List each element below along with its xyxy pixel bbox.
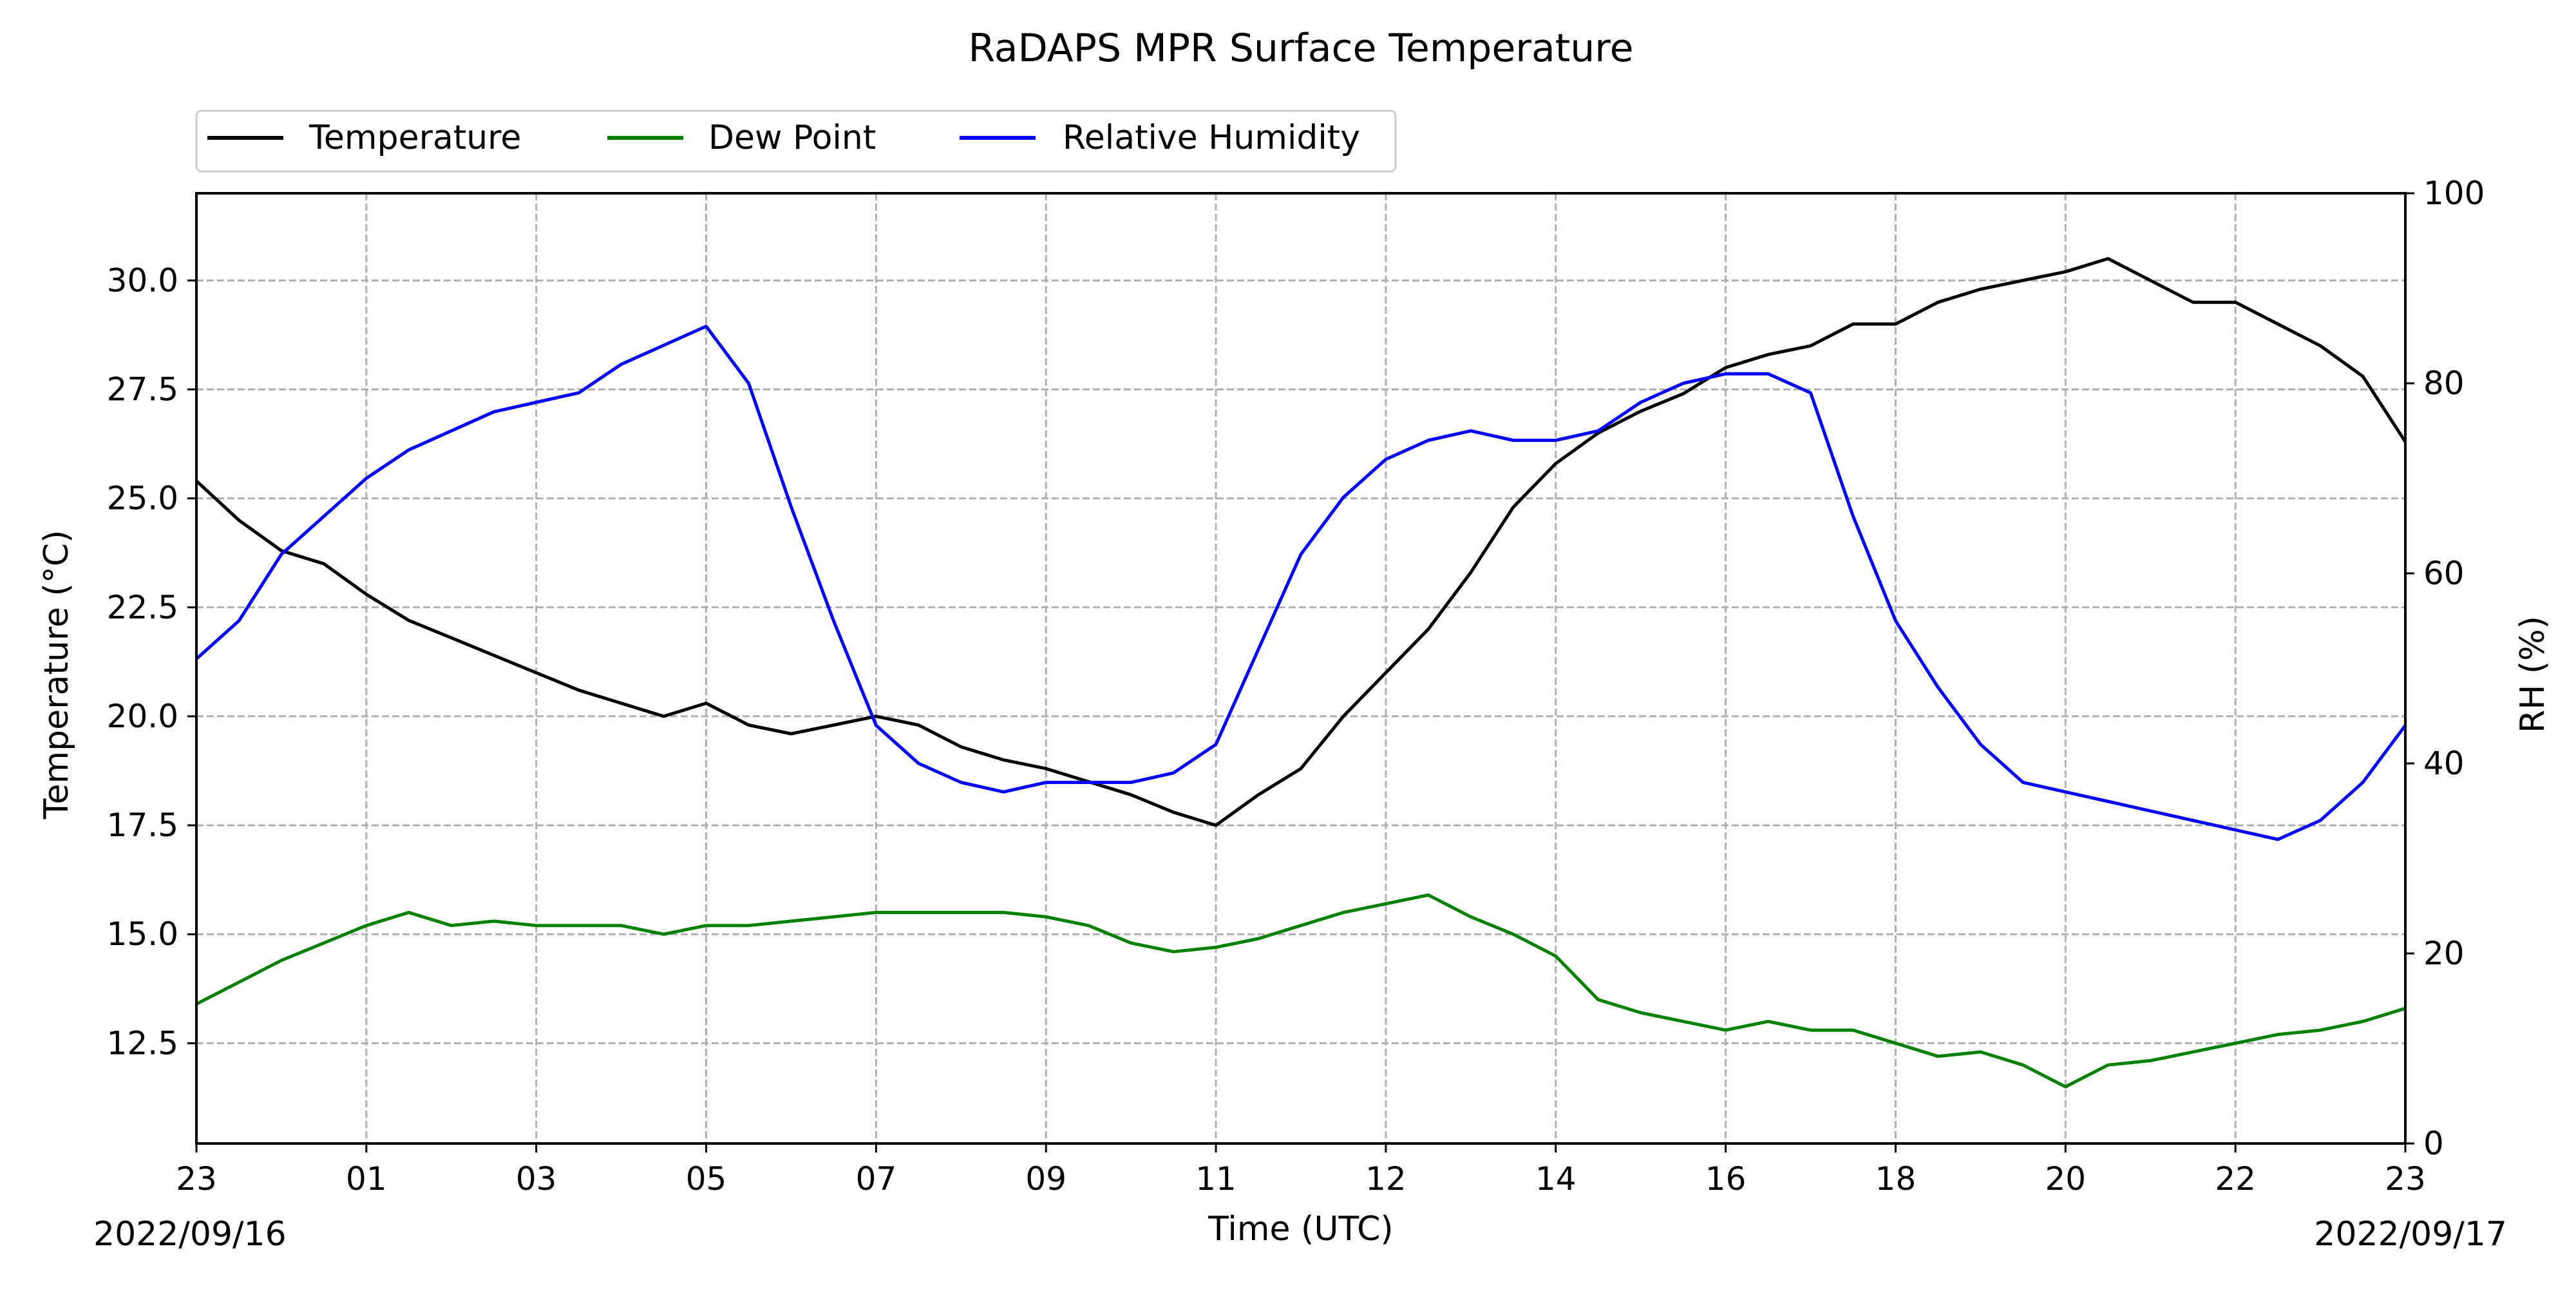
legend: Temperature Dew Point Relative Humidity xyxy=(195,110,1397,173)
y-axis-right-label: RH (%) xyxy=(2514,616,2552,733)
y-left-tick-label: 17.5 xyxy=(107,807,178,844)
y-left-tick-label: 25.0 xyxy=(107,480,178,517)
x-tick-label: 07 xyxy=(856,1160,897,1198)
x-tick-label: 05 xyxy=(686,1160,727,1198)
y-right-tick-label: 80 xyxy=(2423,365,2465,402)
date-end-label: 2022/09/17 xyxy=(2314,1215,2507,1254)
y-right-tick-label: 20 xyxy=(2423,935,2465,972)
date-start-label: 2022/09/16 xyxy=(93,1215,287,1254)
x-tick-label: 16 xyxy=(1705,1160,1747,1198)
y-right-tick-label: 100 xyxy=(2423,175,2485,212)
series-layer xyxy=(195,257,2407,1089)
y-left-tick-label: 20.0 xyxy=(107,698,178,735)
chart-title: RaDAPS MPR Surface Temperature xyxy=(968,26,1633,71)
legend-label-relative-humidity: Relative Humidity xyxy=(1063,119,1360,157)
legend-box xyxy=(195,110,1397,173)
x-tick-label: 01 xyxy=(346,1160,387,1198)
x-tick-label: 11 xyxy=(1195,1160,1236,1198)
legend-label-dew-point: Dew Point xyxy=(708,119,876,157)
y-left-tick-label: 30.0 xyxy=(107,262,178,299)
plot-frame xyxy=(195,192,2407,1145)
y-axis-left-label: Temperature (°C) xyxy=(37,530,76,820)
x-tick-label: 09 xyxy=(1025,1160,1066,1198)
x-tick-label: 23 xyxy=(2385,1160,2426,1198)
series-line-temperature xyxy=(195,257,2407,827)
axes-layer: 23 01 03 05 07 09 11 12 14 16 18 20 22 23 12.5 15.0 17.5… xyxy=(107,175,2485,1198)
x-tick-label: 12 xyxy=(1365,1160,1406,1198)
x-axis-label: Time (UTC) xyxy=(1208,1210,1393,1248)
y-left-tick-label: 27.5 xyxy=(107,370,178,408)
y-right-tick-label: 60 xyxy=(2423,555,2465,592)
y-left-tick-label: 15.0 xyxy=(107,915,178,953)
x-tick-label: 03 xyxy=(516,1160,557,1198)
y-left-tick-label: 12.5 xyxy=(107,1024,178,1062)
y-right-tick-label: 40 xyxy=(2423,745,2465,782)
x-tick-label: 23 xyxy=(176,1160,217,1198)
legend-label-temperature: Temperature xyxy=(308,119,521,157)
series-line-relative-humidity xyxy=(195,325,2407,841)
y-right-tick-label: 0 xyxy=(2423,1125,2444,1162)
x-tick-label: 22 xyxy=(2215,1160,2256,1198)
x-tick-label: 20 xyxy=(2045,1160,2086,1198)
grid-layer xyxy=(196,193,2405,1143)
x-tick-label: 18 xyxy=(1875,1160,1917,1198)
y-left-tick-label: 22.5 xyxy=(107,589,178,626)
x-tick-label: 14 xyxy=(1535,1160,1577,1198)
series-line-dew-point xyxy=(195,893,2406,1089)
